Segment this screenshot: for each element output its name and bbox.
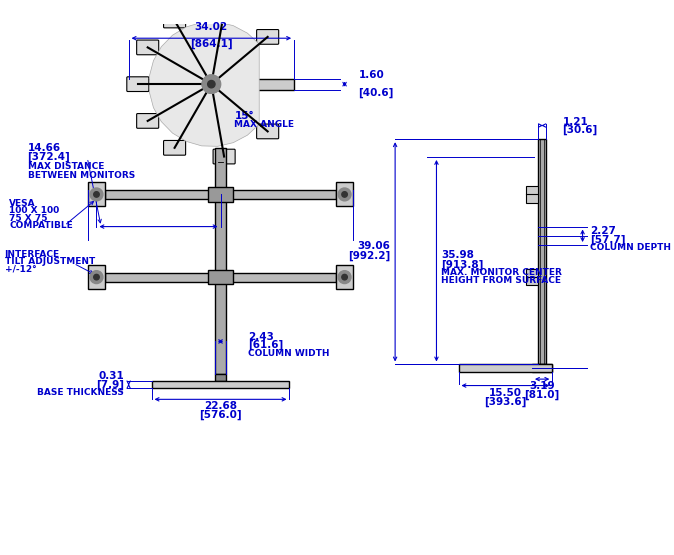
Text: [40.6]: [40.6] [359, 88, 394, 98]
Bar [458, 365, 552, 372]
Bar [226, 190, 336, 199]
Bar [539, 139, 546, 365]
Text: INTERFACE: INTERFACE [5, 250, 60, 259]
Bar [215, 374, 226, 381]
Text: TILT ADJUSTMENT: TILT ADJUSTMENT [5, 257, 95, 266]
Bar [104, 190, 215, 199]
Text: [992.2]: [992.2] [348, 250, 390, 261]
Bar [215, 149, 226, 374]
FancyBboxPatch shape [213, 149, 235, 164]
Text: 34.02: 34.02 [195, 22, 228, 32]
Text: [57.7]: [57.7] [590, 234, 625, 245]
Text: [372.4]: [372.4] [28, 152, 70, 162]
Bar [88, 183, 104, 206]
Bar [226, 273, 336, 282]
Circle shape [342, 191, 347, 197]
Text: [913.8]: [913.8] [441, 259, 483, 270]
Text: COLUMN WIDTH: COLUMN WIDTH [248, 349, 330, 358]
Text: [81.0]: [81.0] [524, 390, 560, 400]
Text: MAX. MONITOR CENTER: MAX. MONITOR CENTER [441, 268, 562, 277]
Text: [61.6]: [61.6] [248, 340, 283, 350]
Circle shape [338, 271, 351, 284]
Text: 2.43: 2.43 [248, 332, 274, 342]
Text: 75 X 75: 75 X 75 [9, 214, 48, 223]
Bar [129, 79, 294, 90]
Circle shape [90, 188, 103, 201]
Text: 1.60: 1.60 [359, 69, 384, 79]
Text: VESA: VESA [9, 199, 36, 208]
Text: 1.21: 1.21 [562, 117, 588, 127]
Text: +/-12°: +/-12° [5, 264, 36, 274]
FancyBboxPatch shape [137, 114, 158, 128]
Text: 22.68: 22.68 [204, 401, 237, 411]
Text: 15.50: 15.50 [489, 388, 522, 398]
Text: BETWEEN MONITORS: BETWEEN MONITORS [28, 170, 135, 180]
Text: [576.0]: [576.0] [200, 410, 242, 420]
FancyBboxPatch shape [164, 140, 185, 155]
Text: [864.1]: [864.1] [190, 39, 233, 49]
FancyBboxPatch shape [257, 124, 278, 139]
Text: 0.31: 0.31 [98, 371, 124, 381]
FancyBboxPatch shape [137, 40, 158, 55]
Text: HEIGHT FROM SURFACE: HEIGHT FROM SURFACE [441, 275, 561, 285]
Circle shape [338, 188, 351, 201]
Text: 100 X 100: 100 X 100 [9, 206, 59, 215]
Circle shape [202, 75, 220, 93]
Bar [152, 381, 289, 388]
Bar [104, 273, 215, 282]
Text: 3.19: 3.19 [529, 381, 555, 391]
Text: COLUMN DEPTH: COLUMN DEPTH [590, 243, 671, 252]
FancyBboxPatch shape [213, 4, 235, 19]
Circle shape [202, 75, 220, 93]
Text: 15°: 15° [235, 112, 254, 122]
Circle shape [94, 274, 99, 280]
Text: 39.06: 39.06 [358, 241, 390, 251]
Text: [30.6]: [30.6] [562, 125, 598, 135]
Polygon shape [150, 22, 259, 147]
FancyBboxPatch shape [127, 77, 149, 92]
Text: [393.6]: [393.6] [484, 397, 526, 407]
FancyBboxPatch shape [164, 13, 185, 28]
Circle shape [342, 274, 347, 280]
Bar [208, 270, 233, 285]
Bar [336, 265, 353, 289]
Text: 14.66: 14.66 [28, 144, 61, 154]
Circle shape [207, 79, 216, 89]
Text: [7.9]: [7.9] [96, 380, 124, 390]
Circle shape [94, 191, 99, 197]
Bar [526, 186, 539, 203]
Bar [532, 365, 552, 372]
Text: 35.98: 35.98 [441, 250, 474, 260]
Text: 2.27: 2.27 [590, 226, 616, 236]
Text: COMPATIBLE: COMPATIBLE [9, 221, 73, 230]
Text: MAX DISTANCE: MAX DISTANCE [28, 163, 104, 171]
Circle shape [208, 80, 215, 88]
Bar [208, 187, 233, 202]
FancyBboxPatch shape [257, 29, 278, 44]
Text: BASE THICKNESS: BASE THICKNESS [37, 388, 124, 397]
Bar [526, 269, 539, 285]
Bar [336, 183, 353, 206]
Circle shape [90, 271, 103, 284]
Bar [88, 265, 104, 289]
Text: MAX ANGLE: MAX ANGLE [235, 120, 295, 129]
